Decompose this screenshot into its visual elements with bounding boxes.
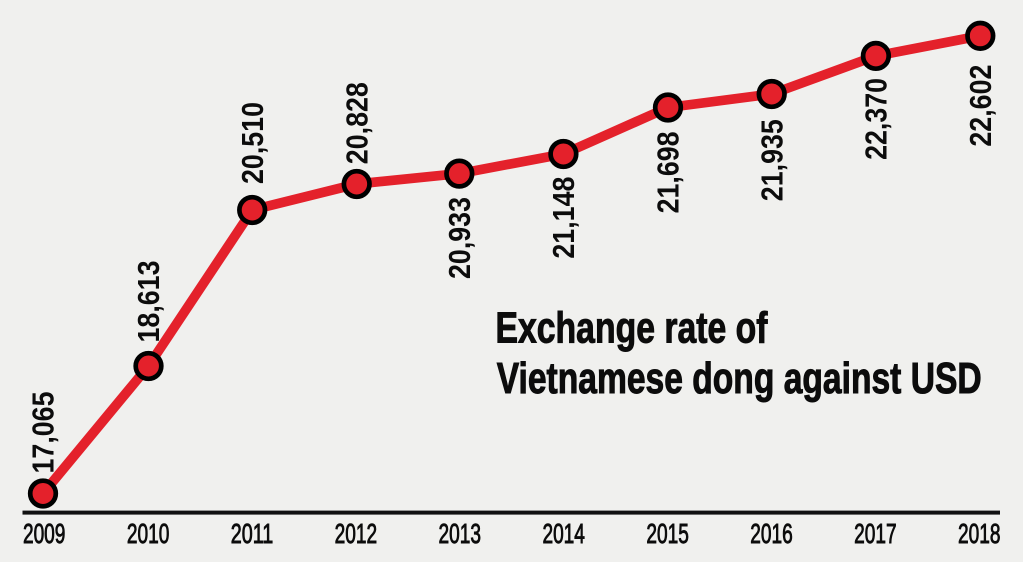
- svg-text:22,602: 22,602: [963, 65, 998, 147]
- svg-text:20,510: 20,510: [235, 102, 270, 184]
- svg-text:18,613: 18,613: [131, 261, 166, 343]
- svg-text:2015: 2015: [646, 518, 689, 549]
- svg-text:Exchange rate of: Exchange rate of: [496, 304, 768, 352]
- svg-text:Vietnamese dong against USD: Vietnamese dong against USD: [497, 355, 982, 403]
- svg-text:2009: 2009: [23, 518, 66, 549]
- svg-text:2014: 2014: [542, 518, 585, 549]
- svg-text:2012: 2012: [335, 518, 378, 549]
- svg-text:2010: 2010: [127, 518, 170, 549]
- svg-text:20,828: 20,828: [339, 82, 374, 164]
- svg-text:20,933: 20,933: [442, 197, 477, 279]
- svg-text:2017: 2017: [854, 518, 897, 549]
- svg-text:21,148: 21,148: [546, 177, 581, 259]
- svg-text:22,370: 22,370: [859, 78, 894, 160]
- svg-text:17,065: 17,065: [26, 392, 61, 474]
- svg-text:2016: 2016: [750, 518, 793, 549]
- svg-text:2013: 2013: [439, 518, 482, 549]
- svg-text:21,698: 21,698: [651, 131, 686, 213]
- svg-text:2018: 2018: [958, 518, 1001, 549]
- svg-text:2011: 2011: [231, 518, 274, 549]
- svg-text:21,935: 21,935: [754, 119, 789, 201]
